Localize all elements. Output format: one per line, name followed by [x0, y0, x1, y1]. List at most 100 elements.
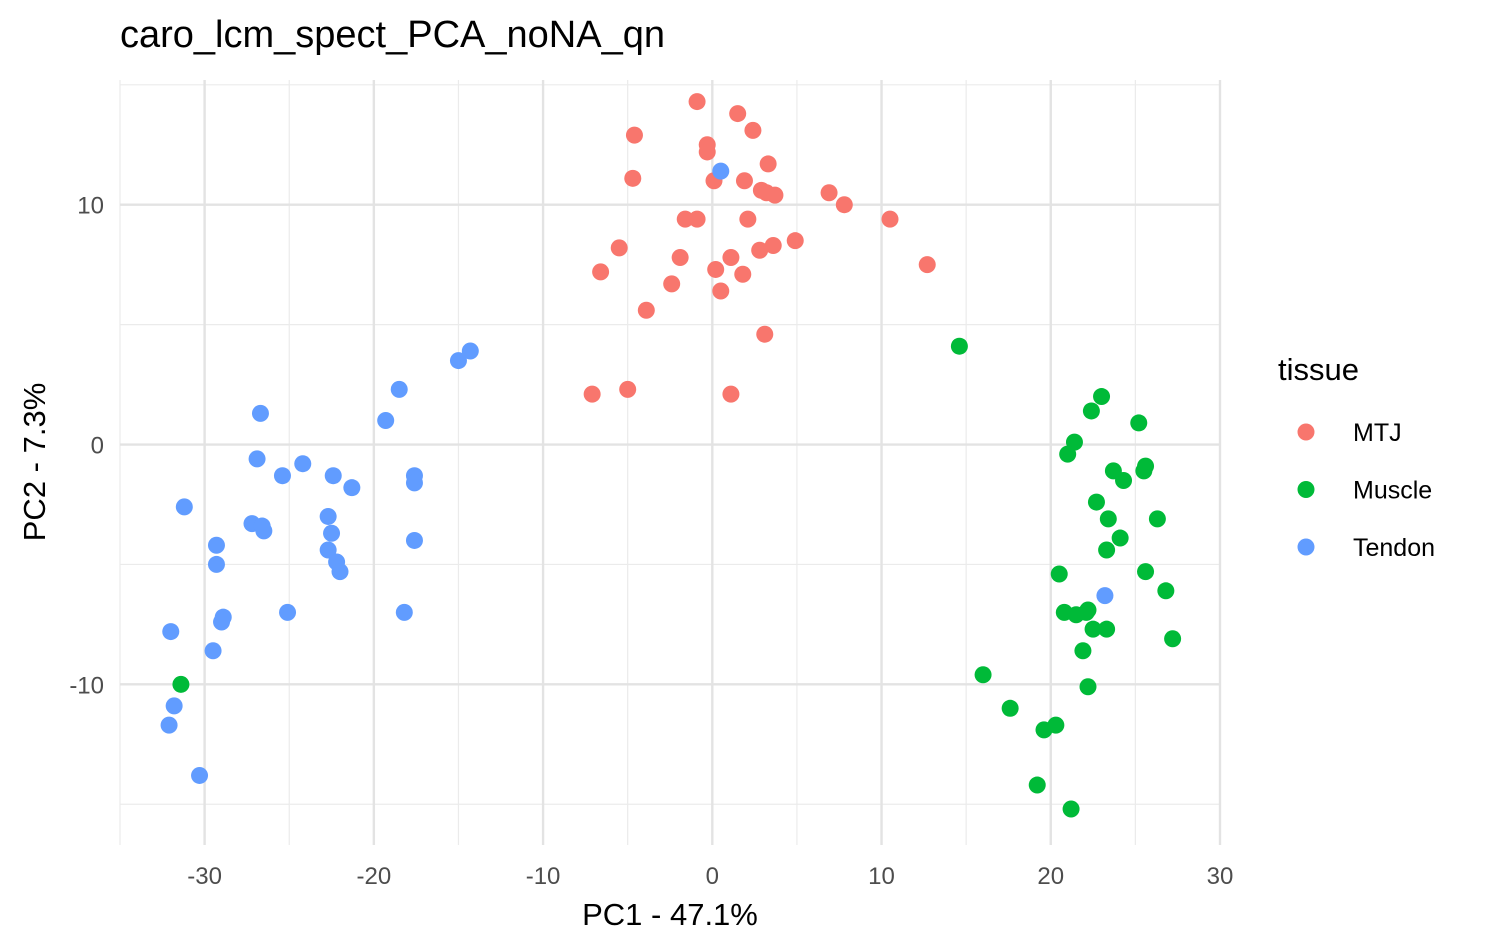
x-tick-label: 20 — [1037, 863, 1064, 890]
point-mtj — [663, 275, 681, 293]
point-muscle — [1001, 699, 1019, 717]
point-mtj — [624, 169, 642, 187]
point-muscle — [950, 337, 968, 355]
point-mtj — [712, 282, 730, 300]
point-muscle — [1059, 445, 1077, 463]
point-mtj — [764, 236, 782, 254]
point-mtj — [820, 184, 838, 202]
point-tendon — [331, 563, 349, 581]
point-muscle — [1137, 563, 1155, 581]
point-mtj — [766, 186, 784, 204]
point-mtj — [751, 241, 769, 259]
point-mtj — [698, 143, 716, 161]
point-muscle — [1098, 620, 1116, 638]
point-mtj — [918, 256, 936, 274]
x-tick-label: 30 — [1207, 863, 1234, 890]
point-tendon — [294, 455, 312, 473]
point-tendon — [273, 467, 291, 485]
grid-major — [120, 80, 1222, 845]
point-mtj — [583, 385, 601, 403]
point-muscle — [1098, 541, 1116, 559]
legend-title: tissue — [1278, 352, 1359, 387]
point-tendon — [377, 412, 395, 430]
y-axis-title: PC2 - 7.3% — [17, 383, 52, 542]
point-mtj — [625, 126, 643, 144]
legend-key-tendon — [1297, 538, 1315, 556]
point-muscle — [172, 675, 190, 693]
point-muscle — [1028, 776, 1046, 794]
point-muscle — [1062, 800, 1080, 818]
data-points — [160, 93, 1182, 818]
point-muscle — [1135, 462, 1153, 480]
point-mtj — [734, 265, 752, 283]
point-muscle — [1111, 529, 1129, 547]
point-tendon — [175, 498, 193, 516]
tick-labels: -30 -20 -10 0 10 20 30 -10 0 10 — [69, 193, 1233, 890]
point-mtj — [688, 93, 706, 111]
point-mtj — [722, 385, 740, 403]
x-tick-label: -20 — [357, 863, 392, 890]
legend: tissue MTJ Muscle Tendon — [1278, 352, 1435, 562]
point-tendon — [390, 380, 408, 398]
point-tendon — [162, 623, 180, 641]
point-mtj — [759, 155, 777, 173]
point-mtj — [735, 172, 753, 190]
point-muscle — [1087, 493, 1105, 511]
point-mtj — [739, 210, 757, 228]
point-mtj — [744, 121, 762, 139]
point-mtj — [756, 325, 774, 343]
point-tendon — [204, 642, 222, 660]
point-tendon — [251, 404, 269, 422]
point-tendon — [319, 507, 337, 525]
x-tick-label: -10 — [526, 863, 561, 890]
point-mtj — [688, 210, 706, 228]
point-tendon — [323, 524, 341, 542]
point-mtj — [786, 232, 804, 250]
point-muscle — [1130, 414, 1148, 432]
point-muscle — [1035, 721, 1053, 739]
x-tick-label: 10 — [868, 863, 895, 890]
point-tendon — [255, 522, 273, 540]
point-tendon — [213, 613, 231, 631]
point-muscle — [1157, 582, 1175, 600]
x-tick-label: -30 — [187, 863, 222, 890]
chart-title: caro_lcm_spect_PCA_noNA_qn — [120, 14, 665, 56]
point-tendon — [712, 162, 730, 180]
point-muscle — [1148, 510, 1166, 528]
point-muscle — [974, 666, 992, 684]
point-mtj — [722, 248, 740, 266]
point-muscle — [1099, 510, 1117, 528]
point-muscle — [1077, 603, 1095, 621]
point-mtj — [592, 263, 610, 281]
point-tendon — [279, 603, 297, 621]
point-muscle — [1084, 620, 1102, 638]
point-mtj — [619, 380, 637, 398]
point-tendon — [160, 716, 178, 734]
grid-minor — [119, 80, 1220, 845]
point-mtj — [676, 210, 694, 228]
legend-label-muscle: Muscle — [1353, 477, 1432, 505]
point-tendon — [319, 541, 337, 559]
y-tick-label: 10 — [77, 193, 104, 220]
point-muscle — [1079, 678, 1097, 696]
x-axis-title: PC1 - 47.1% — [582, 897, 758, 932]
point-muscle — [1050, 565, 1068, 583]
point-tendon — [207, 536, 225, 554]
legend-key-mtj — [1297, 423, 1315, 441]
point-tendon — [248, 450, 266, 468]
point-tendon — [165, 697, 183, 715]
point-tendon — [405, 531, 423, 549]
point-muscle — [1074, 642, 1092, 660]
point-tendon — [405, 474, 423, 492]
y-tick-label: 0 — [91, 433, 104, 460]
point-mtj — [610, 239, 628, 257]
point-muscle — [1093, 388, 1111, 406]
point-tendon — [207, 555, 225, 573]
point-tendon — [449, 352, 467, 370]
point-mtj — [671, 248, 689, 266]
point-tendon — [343, 479, 361, 497]
point-muscle — [1164, 630, 1182, 648]
point-mtj — [729, 105, 747, 123]
point-mtj — [637, 301, 655, 319]
